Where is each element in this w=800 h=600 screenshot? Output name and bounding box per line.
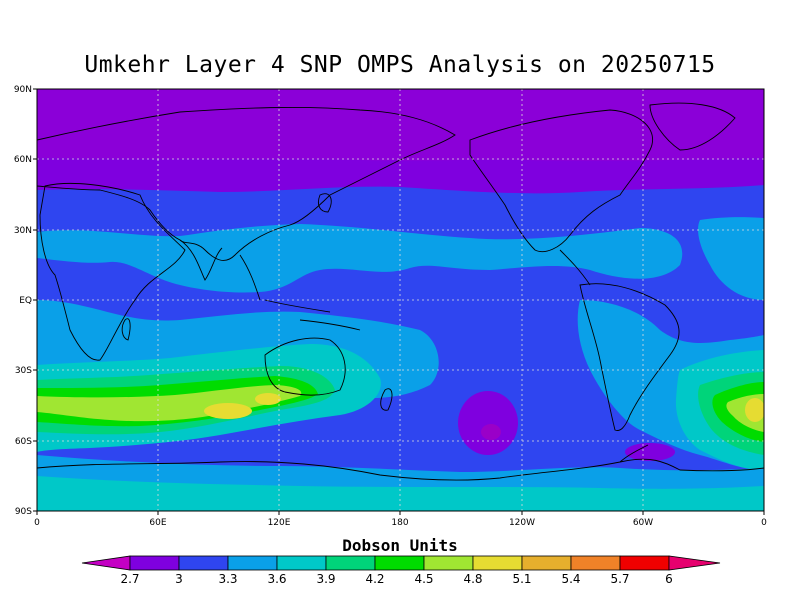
- color-bar-under-triangle: [81, 555, 131, 571]
- coast-central-america: [559, 249, 591, 286]
- contour-north-polar: [37, 89, 764, 161]
- color-bar-swatch: [570, 555, 621, 571]
- x-tick-label: 60E: [149, 518, 166, 528]
- coast-africa: [39, 182, 186, 361]
- y-tick-label: 90S: [15, 507, 32, 517]
- contour-drake-low: [625, 443, 675, 461]
- color-bar-level-label: 3.6: [267, 572, 286, 586]
- x-tick-label: 120W: [509, 518, 535, 528]
- color-bar-level-label: 4.2: [365, 572, 384, 586]
- gridlines: [37, 89, 764, 511]
- color-bar-swatch: [276, 555, 327, 571]
- color-bar: 2.7 3 3.3 3.6 3.9 4.2 4.5 4.8 5.1 5.4 5.7 6: [81, 555, 721, 586]
- color-bar-swatch: [227, 555, 278, 571]
- map-title: Umkehr Layer 4 SNP OMPS Analysis on 2025…: [84, 52, 716, 78]
- color-bar-swatch: [374, 555, 425, 571]
- color-bar-swatch: [129, 555, 180, 571]
- color-bar-level-label: 4.8: [463, 572, 482, 586]
- contour-pacific-low: [458, 391, 518, 455]
- contour-antarctic-teal: [37, 476, 764, 511]
- color-bar-swatch: [619, 555, 670, 571]
- contour-tropics-north: [37, 224, 683, 293]
- color-bar-over-triangle: [668, 555, 721, 571]
- contour-peak-australia: [255, 393, 281, 405]
- color-bar-level-label: 5.7: [610, 572, 629, 586]
- color-bar-level-label: 4.5: [414, 572, 433, 586]
- color-bar-level-label: 3.9: [316, 572, 335, 586]
- coast-india: [179, 239, 223, 281]
- contour-atlantic-north: [698, 217, 764, 300]
- contour-yellowgreen-south: [37, 385, 302, 422]
- legend-title: Dobson Units: [342, 536, 458, 555]
- color-bar-swatch: [521, 555, 572, 571]
- color-bar-swatch: [472, 555, 523, 571]
- coast-south-america: [579, 283, 680, 431]
- x-tick-label: 60W: [633, 518, 653, 528]
- tick-marks: [33, 88, 765, 515]
- coast-new-zealand: [380, 388, 393, 411]
- contour-peak-atlantic: [745, 398, 764, 422]
- x-axis-labels: 0 60E 120E 180 120W 60W 0: [34, 518, 767, 528]
- y-tick-label: 90N: [14, 85, 32, 95]
- y-tick-label: 30S: [15, 366, 32, 376]
- coast-greenland: [649, 102, 736, 151]
- coast-australia: [264, 337, 346, 396]
- color-bar-level-label: 5.1: [512, 572, 531, 586]
- x-tick-label: 120E: [268, 518, 291, 528]
- y-tick-label: EQ: [19, 296, 32, 306]
- y-tick-label: 60S: [15, 437, 32, 447]
- color-bar-level-label: 3: [175, 572, 183, 586]
- color-bar-level-label: 6: [665, 572, 673, 586]
- color-bar-swatch: [325, 555, 376, 571]
- color-bar-swatch: [423, 555, 474, 571]
- coast-madagascar: [121, 318, 131, 341]
- y-axis-labels: 90N 60N 30N EQ 30S 60S 90S: [14, 85, 32, 517]
- coast-antarctic-peninsula: [619, 444, 649, 463]
- color-bar-level-label: 2.7: [120, 572, 139, 586]
- coast-japan: [317, 193, 332, 213]
- y-tick-label: 60N: [14, 155, 32, 165]
- color-bar-level-label: 5.4: [561, 572, 580, 586]
- contour-pacific-core: [481, 424, 501, 440]
- x-tick-label: 180: [391, 518, 408, 528]
- color-bar-level-label: 3.3: [218, 572, 237, 586]
- x-tick-label: 0: [34, 518, 40, 528]
- y-tick-label: 30N: [14, 226, 32, 236]
- coast-antarctica: [37, 458, 764, 481]
- coast-north-america: [469, 109, 653, 253]
- contour-peak-indian: [204, 403, 252, 419]
- coastlines: [37, 102, 764, 481]
- color-bar-swatch: [178, 555, 229, 571]
- coast-indonesia: [239, 254, 361, 331]
- x-tick-label: 0: [761, 518, 767, 528]
